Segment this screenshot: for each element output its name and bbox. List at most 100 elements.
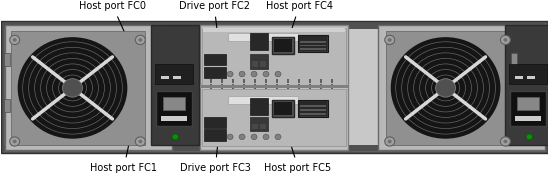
Bar	[228, 33, 298, 41]
Bar	[5, 25, 172, 150]
Text: Host port FC0: Host port FC0	[80, 2, 147, 49]
Circle shape	[10, 35, 20, 45]
Circle shape	[13, 140, 16, 143]
Bar	[265, 79, 267, 83]
Bar	[265, 84, 267, 89]
Bar	[202, 89, 346, 146]
Bar	[173, 76, 181, 79]
Bar	[517, 97, 539, 110]
Circle shape	[239, 71, 245, 77]
Bar	[512, 99, 517, 112]
Bar	[331, 84, 333, 89]
Bar	[232, 84, 234, 89]
Bar	[300, 113, 326, 115]
Bar	[200, 25, 348, 150]
Bar	[243, 79, 245, 83]
Circle shape	[385, 137, 395, 146]
Bar	[155, 64, 193, 84]
Circle shape	[227, 134, 233, 140]
Bar	[250, 117, 268, 131]
Bar	[152, 25, 199, 145]
Circle shape	[10, 137, 20, 146]
Circle shape	[501, 137, 511, 146]
Bar	[210, 79, 212, 83]
Bar	[511, 91, 546, 126]
Bar	[300, 109, 326, 111]
Text: Host port FC1: Host port FC1	[91, 127, 158, 172]
Circle shape	[138, 140, 142, 143]
Bar	[506, 25, 549, 145]
Bar	[204, 54, 226, 65]
Bar	[252, 61, 258, 67]
Bar	[250, 54, 268, 69]
Circle shape	[435, 79, 456, 97]
Circle shape	[138, 38, 142, 42]
Circle shape	[172, 134, 178, 140]
Circle shape	[275, 71, 281, 77]
Text: Drive port FC2: Drive port FC2	[179, 2, 250, 49]
Circle shape	[251, 134, 257, 140]
Circle shape	[503, 140, 507, 143]
Bar	[202, 28, 346, 85]
Bar	[254, 79, 256, 83]
Bar	[309, 79, 311, 83]
Bar	[300, 41, 326, 43]
Bar	[386, 31, 506, 145]
Bar	[320, 79, 322, 83]
Circle shape	[388, 38, 391, 42]
Bar	[156, 91, 192, 126]
Circle shape	[526, 134, 533, 140]
Bar	[204, 67, 226, 78]
Circle shape	[501, 35, 511, 45]
Circle shape	[263, 71, 269, 77]
Bar	[272, 100, 294, 117]
Bar	[516, 76, 523, 79]
Bar	[274, 102, 292, 115]
Bar	[4, 53, 10, 66]
Bar	[298, 84, 300, 89]
Circle shape	[385, 35, 395, 45]
Bar	[221, 84, 223, 89]
Bar	[204, 117, 226, 128]
Bar	[204, 129, 226, 141]
Bar	[516, 116, 541, 121]
Bar	[4, 23, 545, 151]
Bar	[298, 100, 328, 117]
Bar	[4, 23, 545, 29]
Circle shape	[391, 37, 501, 139]
Bar	[287, 84, 289, 89]
Bar	[161, 116, 187, 121]
Bar	[203, 28, 345, 32]
Bar	[228, 96, 298, 104]
Bar	[243, 84, 245, 89]
Bar	[4, 99, 10, 112]
Bar	[320, 84, 322, 89]
Circle shape	[227, 71, 233, 77]
Bar	[260, 61, 266, 67]
Circle shape	[275, 134, 281, 140]
Bar	[4, 145, 545, 151]
Circle shape	[388, 140, 391, 143]
Bar	[10, 31, 145, 145]
Text: Drive port FC3: Drive port FC3	[180, 127, 251, 172]
Circle shape	[63, 79, 82, 97]
Bar	[161, 76, 169, 79]
Bar	[254, 84, 256, 89]
Circle shape	[251, 71, 257, 77]
Bar	[276, 79, 278, 83]
Bar	[252, 124, 258, 129]
Bar	[210, 84, 212, 89]
Bar	[331, 79, 333, 83]
Bar	[232, 79, 234, 83]
Bar	[272, 37, 294, 54]
Bar	[299, 101, 327, 116]
Bar	[287, 79, 289, 83]
Circle shape	[503, 38, 507, 42]
Circle shape	[136, 35, 145, 45]
Bar	[1, 21, 548, 153]
Circle shape	[136, 137, 145, 146]
Circle shape	[263, 134, 269, 140]
Bar	[163, 97, 185, 110]
Bar	[299, 36, 327, 51]
Text: Host port FC4: Host port FC4	[266, 2, 333, 49]
